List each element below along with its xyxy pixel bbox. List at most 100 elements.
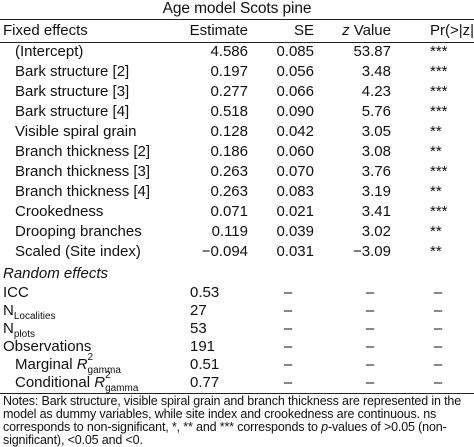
p-value-cell: *** [430, 63, 448, 80]
r-symbol: R [94, 374, 106, 391]
se-cell: 0.056 [276, 63, 314, 80]
row-label: Scaled (Site index) [15, 243, 141, 260]
row-dash: – [283, 338, 293, 355]
row-label: (Intercept) [15, 43, 84, 60]
p-value-cell: *** [430, 43, 448, 60]
row-dash: – [433, 302, 443, 319]
header-fixed-effects: Fixed effects [3, 22, 88, 39]
estimate-cell: 0.197 [210, 63, 248, 80]
row-label: ICC [3, 284, 29, 301]
row-value: 53 [190, 320, 207, 337]
row-dash: – [283, 284, 293, 301]
z-value-cell: 3.02 [361, 223, 391, 240]
random-effects-heading-row: Random effects [0, 264, 474, 284]
row-dash: – [283, 320, 293, 337]
row-label: Marginal R2gamma [15, 352, 121, 376]
subscript: gamma [87, 365, 121, 376]
label-text: Conditional [15, 374, 95, 391]
z-value-cell: 3.48 [361, 63, 391, 80]
row-dash: – [365, 374, 375, 391]
subscript: plots [13, 329, 35, 340]
row-label: Conditional R2gamma [15, 370, 139, 394]
row-dash: – [433, 374, 443, 391]
table-row: Branch thickness [4] 0.263 0.083 3.19 ** [0, 182, 474, 202]
bottom-rule [0, 393, 474, 394]
estimate-cell: −0.094 [201, 243, 248, 260]
table-row: Nplots 53 – – – [0, 320, 474, 340]
p-value-cell: ** [430, 223, 442, 240]
estimate-cell: 0.263 [210, 183, 248, 200]
z-value-cell: 3.05 [361, 123, 391, 140]
estimate-cell: 4.586 [210, 43, 248, 60]
notes-text: Notes: Bark structure, visible spiral gr… [3, 394, 462, 434]
p-value-cell: *** [430, 203, 448, 220]
row-label: Branch thickness [4] [15, 183, 151, 200]
row-label: Bark structure [4] [15, 103, 130, 120]
table-row: Marginal R2gamma 0.51 – – – [0, 352, 474, 376]
row-dash: – [283, 374, 293, 391]
table-row: NLocalities 27 – – – [0, 302, 474, 322]
estimate-cell: 0.277 [210, 83, 248, 100]
table-row: Bark structure [4] 0.518 0.090 5.76 *** [0, 102, 474, 122]
top-rule [0, 19, 474, 20]
row-label: Nplots [3, 320, 35, 340]
p-value-cell: ** [430, 183, 442, 200]
label-text: Marginal [15, 356, 77, 373]
header-rule [0, 42, 474, 43]
se-cell: 0.060 [276, 143, 314, 160]
header-z-letter: z [342, 22, 350, 39]
row-dash: – [365, 356, 375, 373]
z-value-cell: 3.41 [361, 203, 391, 220]
se-cell: 0.031 [276, 243, 314, 260]
p-value-cell: *** [430, 83, 448, 100]
n-symbol: N [3, 302, 14, 319]
table-row: (Intercept) 4.586 0.085 53.87 *** [0, 42, 474, 62]
header-estimate: Estimate [189, 22, 248, 39]
row-value: 27 [190, 302, 207, 319]
row-label: Branch thickness [3] [15, 163, 151, 180]
row-label: Branch thickness [2] [15, 143, 151, 160]
row-label: NLocalities [3, 302, 56, 322]
p-value-cell: ** [430, 243, 442, 260]
header-se: SE [293, 22, 314, 39]
estimate-cell: 0.518 [210, 103, 248, 120]
estimate-cell: 0.128 [210, 123, 248, 140]
row-dash: – [433, 320, 443, 337]
table-row: Bark structure [3] 0.277 0.066 4.23 *** [0, 82, 474, 102]
z-value-cell: 5.76 [361, 103, 391, 120]
table-row: Scaled (Site index) −0.094 0.031 −3.09 ** [0, 242, 474, 262]
z-value-cell: 53.87 [353, 43, 391, 60]
notes-p-italic: p [321, 420, 328, 434]
header-z-value: z Value [342, 21, 391, 41]
table-notes: Notes: Bark structure, visible spiral gr… [3, 395, 471, 447]
row-dash: – [433, 284, 443, 301]
z-value-cell: 4.23 [361, 83, 391, 100]
estimate-cell: 0.119 [211, 223, 248, 240]
row-label: Crookedness [15, 203, 104, 220]
row-value: 0.53 [190, 284, 220, 301]
row-label: Observations [3, 338, 92, 355]
se-cell: 0.042 [276, 123, 314, 140]
subscript: Localities [13, 311, 56, 322]
row-value: 0.51 [190, 356, 220, 373]
table-title: Age model Scots pine [162, 0, 312, 17]
se-cell: 0.090 [276, 103, 314, 120]
z-value-cell: 3.19 [361, 183, 391, 200]
p-value-cell: ** [430, 143, 442, 160]
estimate-cell: 0.071 [210, 203, 248, 220]
row-dash: – [365, 302, 375, 319]
p-value-cell: *** [430, 103, 448, 120]
table-row: Visible spiral grain 0.128 0.042 3.05 ** [0, 122, 474, 142]
se-cell: 0.083 [276, 183, 314, 200]
table-row: Branch thickness [2] 0.186 0.060 3.08 ** [0, 142, 474, 162]
se-cell: 0.021 [276, 203, 314, 220]
z-value-cell: 3.08 [361, 143, 391, 160]
row-dash: – [283, 356, 293, 373]
row-label: Bark structure [2] [15, 63, 130, 80]
row-dash: – [365, 284, 375, 301]
table-row: Drooping branches 0.119 0.039 3.02 ** [0, 222, 474, 242]
estimate-cell: 0.186 [210, 143, 248, 160]
header-row: Fixed effects Estimate SE z Value Pr(>|z… [0, 21, 474, 41]
n-symbol: N [3, 320, 14, 337]
se-cell: 0.070 [276, 163, 314, 180]
